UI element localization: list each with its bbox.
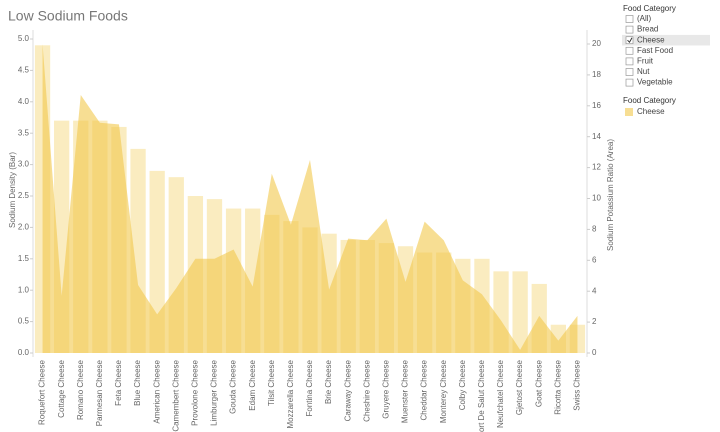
filter-checkbox[interactable] bbox=[625, 15, 634, 23]
filter-checkbox[interactable] bbox=[625, 57, 634, 66]
x-tick-label: Blue Cheese bbox=[133, 359, 142, 405]
x-tick-label: Brie Cheese bbox=[324, 359, 333, 404]
filter-checkmark bbox=[627, 37, 633, 44]
y-tick-label: 3.0 bbox=[18, 160, 30, 169]
x-tick-label: Gruyere Cheese bbox=[382, 359, 391, 418]
x-tick-label: Provolone Cheese bbox=[190, 359, 199, 425]
x-tick-label: Goat Cheese bbox=[534, 359, 543, 407]
y2-tick-label: 10 bbox=[592, 194, 601, 203]
x-tick-label: Monterey Cheese bbox=[439, 359, 448, 423]
filter-option[interactable]: Fruit bbox=[637, 57, 654, 66]
area bbox=[42, 44, 578, 353]
x-tick-label: Swiss Cheese bbox=[573, 359, 582, 410]
x-tick-label: Tilsit Cheese bbox=[267, 359, 276, 405]
y-tick-label: 3.5 bbox=[18, 128, 30, 137]
y-tick-label: 1.0 bbox=[18, 285, 30, 294]
x-tick-label: Colby Cheese bbox=[458, 359, 467, 410]
x-tick-label: Ricotta Cheese bbox=[553, 359, 562, 414]
filter-title: Food Category bbox=[623, 4, 676, 13]
y2-tick-label: 6 bbox=[592, 255, 597, 264]
y2-tick-label: 16 bbox=[592, 101, 601, 110]
bar bbox=[512, 271, 528, 353]
y-tick-label: 1.5 bbox=[18, 254, 30, 263]
filter-option[interactable]: Vegetable bbox=[637, 78, 673, 87]
filter-highlight bbox=[622, 34, 710, 46]
legend-label: Cheese bbox=[637, 107, 665, 116]
x-tick-label: Edam Cheese bbox=[248, 359, 257, 410]
x-tick-label: Mozzarella Cheese bbox=[286, 359, 295, 428]
y2-tick-label: 2 bbox=[592, 317, 597, 326]
x-tick-label: Muenster Cheese bbox=[401, 359, 410, 423]
filter-checkbox[interactable] bbox=[625, 36, 634, 45]
y-tick-label: 5.0 bbox=[18, 34, 30, 43]
x-tick-label: Neufchatel Cheese bbox=[496, 359, 505, 428]
x-tick-label: Caraway Cheese bbox=[343, 359, 352, 421]
x-tick-label: Limburger Cheese bbox=[210, 359, 219, 425]
legend-swatch bbox=[625, 108, 633, 116]
x-tick-label: Roquefort Cheese bbox=[38, 359, 47, 424]
y2-tick-label: 8 bbox=[592, 225, 597, 234]
x-tick-label: Gjetost Cheese bbox=[515, 359, 524, 415]
y-tick-label: 0.5 bbox=[18, 317, 30, 326]
y-tick-label: 4.5 bbox=[18, 66, 30, 75]
y2-tick-label: 12 bbox=[592, 163, 601, 172]
y2-tick-label: 4 bbox=[592, 286, 597, 295]
legend-title: Food Category bbox=[623, 96, 676, 105]
filter-checkbox[interactable] bbox=[625, 78, 634, 87]
y2-axis-title: Sodium Potassium Ratio (Area) bbox=[606, 139, 615, 251]
x-tick-label: American Cheese bbox=[152, 359, 161, 423]
filter-option[interactable]: Bread bbox=[637, 25, 658, 34]
x-tick-label: Camembert Cheese bbox=[171, 359, 180, 431]
y2-tick-label: 18 bbox=[592, 70, 601, 79]
x-tick-label: Parmesan Cheese bbox=[95, 359, 104, 426]
y-tick-label: 0.0 bbox=[18, 348, 30, 357]
filter-option[interactable]: Fast Food bbox=[637, 46, 673, 55]
x-tick-label: Cottage Cheese bbox=[57, 359, 66, 417]
y-tick-label: 2.5 bbox=[18, 191, 30, 200]
x-tick-label: Gouda Cheese bbox=[229, 359, 238, 413]
y2-tick-label: 0 bbox=[592, 348, 597, 357]
x-tick-label: Fontina Cheese bbox=[305, 359, 314, 416]
filter-checkbox[interactable] bbox=[625, 68, 634, 76]
chart-title: Low Sodium Foods bbox=[8, 8, 128, 24]
x-tick-label: Romano Cheese bbox=[76, 359, 85, 420]
filter-option[interactable]: Cheese bbox=[637, 35, 665, 44]
x-tick-label: Port De Salut Cheese bbox=[477, 359, 486, 432]
y-tick-label: 2.0 bbox=[18, 223, 30, 232]
y2-tick-label: 20 bbox=[592, 39, 601, 48]
filter-checkbox[interactable] bbox=[625, 46, 634, 55]
filter-checkbox[interactable] bbox=[625, 25, 634, 34]
filter-option[interactable]: (All) bbox=[637, 14, 652, 23]
y-axis-title: Sodium Density (Bar) bbox=[8, 152, 17, 228]
x-tick-label: Feta Cheese bbox=[114, 359, 123, 405]
y2-tick-label: 14 bbox=[592, 132, 601, 141]
filter-option[interactable]: Nut bbox=[637, 67, 650, 76]
x-tick-label: Cheshire Cheese bbox=[362, 359, 371, 421]
bar bbox=[149, 170, 165, 353]
y-tick-label: 4.0 bbox=[18, 97, 30, 106]
x-tick-label: Cheddar Cheese bbox=[420, 359, 429, 420]
